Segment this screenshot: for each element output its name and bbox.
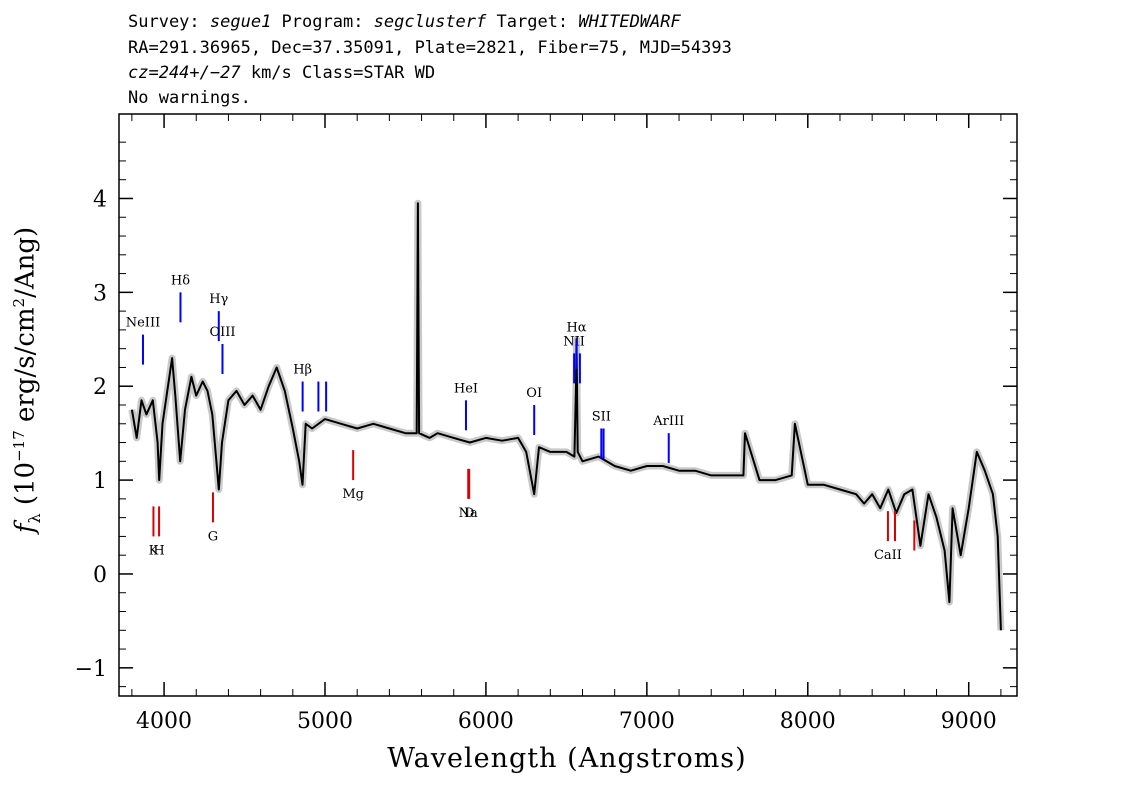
program-value: segclusterf (373, 12, 487, 32)
line-label: HeI (454, 381, 478, 396)
spectrum-line (130, 202, 1002, 631)
target-label: Target: (486, 12, 579, 32)
x-tick-label: 6000 (458, 709, 514, 734)
line-label: OIII (209, 325, 235, 340)
target-value: WHITEDWARF (578, 12, 681, 32)
header-line-3: cz=244+/−27 km/s Class=STAR WD (128, 63, 435, 83)
program-label: Program: (271, 12, 374, 32)
x-tick-label: 7000 (619, 709, 675, 734)
y-tick-label: 4 (93, 187, 107, 212)
y-tick-label: 1 (93, 469, 107, 494)
line-label: Na (459, 506, 478, 521)
plot-frame (118, 113, 1018, 697)
survey-value: segue1 (209, 12, 272, 32)
line-label: Hβ (293, 363, 312, 378)
x-tick-label: 9000 (941, 709, 997, 734)
x-axis-label: Wavelength (Angstroms) (387, 743, 747, 774)
line-label: H (153, 543, 164, 558)
line-label: D (464, 506, 474, 521)
line-label: K (149, 543, 159, 558)
header-line-4: No warnings. (128, 88, 251, 108)
y-tick-label: 3 (93, 281, 107, 306)
line-label: NeIII (126, 316, 160, 331)
x-tick-label: 5000 (297, 709, 353, 734)
line-label: ArIII (652, 414, 684, 429)
line-label: Mg (342, 487, 364, 502)
line-label: Hγ (209, 292, 228, 307)
line-label: NII (563, 334, 585, 349)
redshift-value: cz=244+/−27 (128, 63, 241, 83)
header-line-2: RA=291.36965, Dec=37.35091, Plate=2821, … (128, 38, 732, 58)
class-text: km/s Class=STAR WD (240, 63, 436, 83)
line-label: SII (592, 409, 611, 424)
header-line-1: Survey: segue1 Program: segclusterf Targ… (128, 12, 681, 32)
y-tick-label: −1 (75, 657, 107, 682)
y-tick-label: 0 (93, 563, 107, 588)
y-tick-label: 2 (93, 375, 107, 400)
y-axis-label: fλ (10−17 erg/s/cm2/Ang) (10, 226, 44, 534)
line-label: Hα (566, 320, 586, 335)
spectrum-error-band (128, 199, 1005, 631)
line-label: CaII (874, 548, 902, 563)
line-label: OI (526, 386, 542, 401)
x-tick-label: 8000 (780, 709, 836, 734)
line-label: Hδ (171, 273, 190, 288)
survey-label: Survey: (128, 12, 210, 32)
line-label: G (208, 529, 218, 544)
x-tick-label: 4000 (136, 709, 192, 734)
